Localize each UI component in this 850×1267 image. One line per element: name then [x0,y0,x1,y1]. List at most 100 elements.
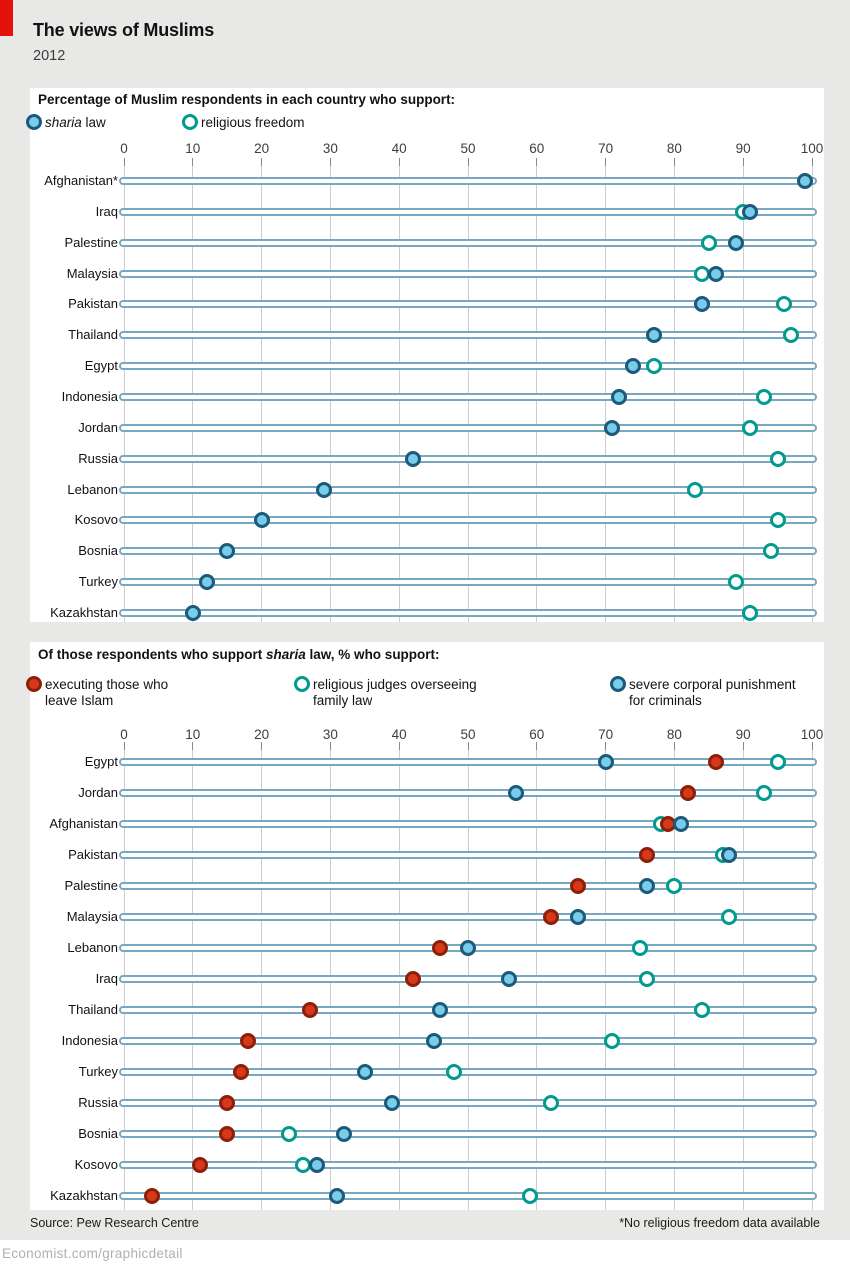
row-track [119,1161,817,1169]
dot-teal-indonesia [604,1033,621,1049]
row-track [119,1099,817,1107]
x-axis-tick-label: 100 [800,141,824,156]
dot-blue-turkey [356,1064,373,1080]
dot-teal-pakistan [776,296,793,313]
row-track [119,393,817,402]
country-label: Kosovo [74,1157,118,1172]
country-label: Malaysia [66,265,118,281]
x-axis-tick-label: 40 [391,141,407,156]
country-label: Egypt [84,754,118,769]
dot-blue-turkey [198,574,215,591]
footnote: *No religious freedom data available [619,1216,820,1230]
dot-blue-bosnia [336,1126,353,1142]
x-axis-tick-mark [811,742,813,750]
country-label: Lebanon [67,940,118,955]
dot-red-kosovo [191,1157,208,1173]
site-url: Economist.com/graphicdetail [2,1246,183,1261]
row-track [119,177,817,185]
dot-red-russia [219,1095,236,1111]
x-axis-tick-label: 80 [666,727,682,742]
dot-teal-egypt [769,754,786,770]
dot-blue-kosovo [253,512,270,529]
dot-red-palestine [570,878,587,894]
legend-red-dot [26,676,42,692]
dot-blue-egypt [625,358,642,375]
country-label: Pakistan [68,296,118,312]
dot-teal-russia [769,450,786,467]
x-axis-tick-mark [673,742,675,750]
dot-blue-pakistan [721,847,738,863]
country-label: Lebanon [67,481,118,497]
dot-red-turkey [232,1064,249,1080]
chart1-title-text: Percentage of Muslim respondents in each… [38,92,456,107]
row-track [119,851,817,859]
dot-teal-thailand [783,327,800,344]
country-label: Jordan [78,419,118,435]
row-track [119,238,817,247]
x-axis-tick-mark [192,742,194,750]
row-track [119,882,817,890]
dot-blue-malaysia [707,265,724,282]
dot-blue-palestine [638,878,655,894]
dot-blue-thailand [645,327,662,344]
chart2-title-post: law, % who support: [305,647,440,662]
row-track [119,975,817,983]
dot-blue-jordan [508,785,525,801]
dot-blue-iraq [742,203,759,220]
dot-teal-jordan [742,419,759,436]
country-label: Palestine [64,878,118,893]
bottom-bar [0,1240,850,1267]
dot-red-indonesia [239,1033,256,1049]
country-label: Pakistan [68,847,118,862]
x-axis-tick-label: 20 [254,727,270,742]
x-axis-tick-label: 80 [666,141,682,156]
country-label: Bosnia [78,543,118,559]
dot-blue-egypt [597,754,614,770]
country-label: Turkey [78,574,118,590]
x-axis-tick-mark [811,158,813,166]
country-label: Iraq [95,971,118,986]
x-axis-tick-label: 100 [800,727,824,742]
x-axis-tick-label: 10 [185,727,201,742]
dot-blue-pakistan [693,296,710,313]
chart2-title: Of those respondents who support sharia … [38,647,440,662]
dot-teal-kazakhstan [521,1188,538,1204]
dot-blue-palestine [728,234,745,251]
dot-teal-lebanon [632,940,648,956]
dot-red-egypt [707,754,724,770]
dot-teal-lebanon [687,481,704,498]
chart1-title: Percentage of Muslim respondents in each… [38,92,455,107]
legend-label: religious freedom [201,115,305,130]
country-label: Kosovo [74,512,118,528]
dot-teal-jordan [755,785,772,801]
country-label: Russia [78,450,118,466]
dot-teal-palestine [700,234,717,251]
row-track [119,269,817,278]
x-axis-tick-mark [673,158,675,166]
x-axis-tick-label: 0 [120,727,128,742]
dot-blue-jordan [604,419,621,436]
x-axis-tick-mark [605,742,607,750]
country-label: Afghanistan [49,816,118,831]
page-subtitle: 2012 [33,48,66,64]
x-axis-tick-label: 90 [735,141,751,156]
row-track [119,1037,817,1045]
row-track [119,1130,817,1138]
x-axis-tick-mark [398,158,400,166]
country-label: Jordan [78,785,118,800]
row-track [119,331,817,340]
dot-blue-russia [384,1095,401,1111]
dot-blue-kazakhstan [329,1188,346,1204]
dot-blue-lebanon [460,940,476,956]
row-track [119,609,817,618]
dot-blue-russia [404,450,421,467]
page-title: The views of Muslims [33,20,215,40]
dot-red-jordan [680,785,697,801]
x-axis-tick-label: 0 [120,141,128,156]
country-label: Kazakhstan [50,1188,118,1203]
dot-teal-palestine [666,878,683,894]
dot-blue-lebanon [315,481,332,498]
dot-teal-kosovo [769,512,786,529]
dot-blue-thailand [432,1002,449,1018]
legend-blue-dot [610,676,626,692]
